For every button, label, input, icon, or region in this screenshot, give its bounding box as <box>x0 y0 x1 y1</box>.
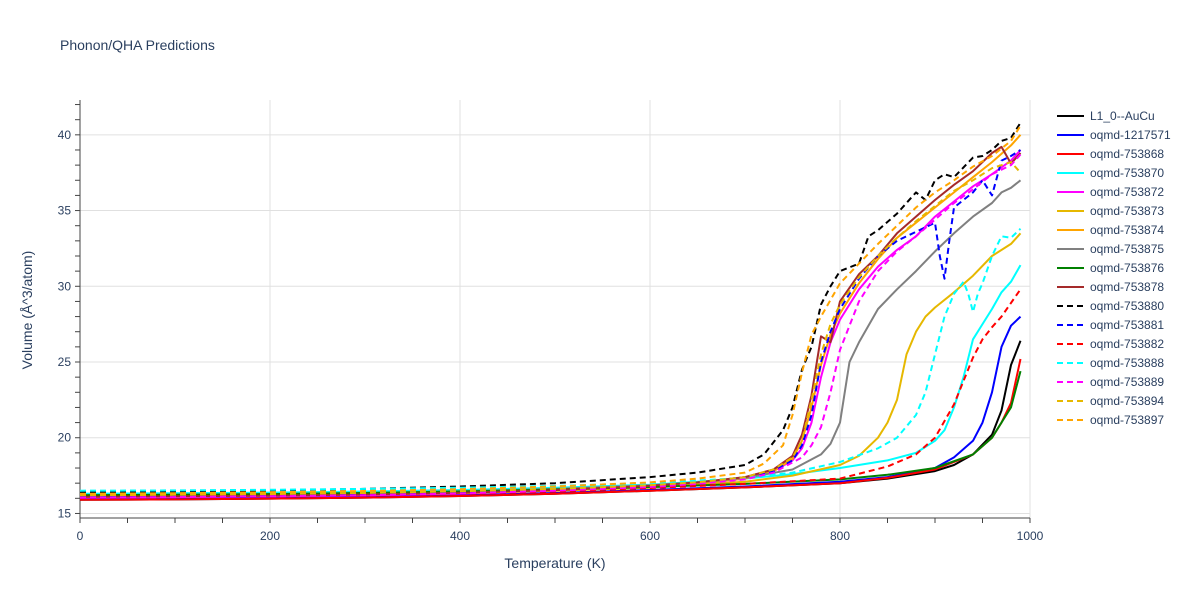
y-tick-label: 20 <box>58 431 72 445</box>
legend-label: oqmd-753880 <box>1090 299 1164 313</box>
legend-label: oqmd-753897 <box>1090 413 1164 427</box>
legend-item-L1_0--AuCu[interactable]: L1_0--AuCu <box>1057 109 1155 123</box>
legend-label: oqmd-753889 <box>1090 375 1164 389</box>
series-line-oqmd-753888 <box>79 227 1022 492</box>
series-line-oqmd-753889 <box>79 153 1022 499</box>
legend-label: oqmd-753868 <box>1090 147 1164 161</box>
legend-item-oqmd-753875[interactable]: oqmd-753875 <box>1057 242 1164 256</box>
legend-item-oqmd-753894[interactable]: oqmd-753894 <box>1057 394 1164 408</box>
x-tick-label: 200 <box>260 529 280 543</box>
x-tick-label: 1000 <box>1017 529 1044 543</box>
legend-item-oqmd-753874[interactable]: oqmd-753874 <box>1057 223 1164 237</box>
x-tick-label: 0 <box>77 529 84 543</box>
series-line-oqmd-753880 <box>79 122 1022 494</box>
series-layer <box>79 122 1022 501</box>
y-axis-title: Volume (Å^3/atom) <box>19 251 35 370</box>
legend-label: oqmd-1217571 <box>1090 128 1171 142</box>
legend-label: oqmd-753894 <box>1090 394 1164 408</box>
legend: L1_0--AuCu oqmd-1217571 oqmd-753868 oqmd-75… <box>1057 109 1171 427</box>
legend-item-oqmd-753872[interactable]: oqmd-753872 <box>1057 185 1164 199</box>
x-tick-label: 600 <box>640 529 660 543</box>
legend-item-oqmd-753870[interactable]: oqmd-753870 <box>1057 166 1164 180</box>
legend-label: oqmd-753875 <box>1090 242 1164 256</box>
legend-label: oqmd-753888 <box>1090 356 1164 370</box>
series-line-oqmd-753894 <box>79 161 1022 497</box>
legend-label: oqmd-753872 <box>1090 185 1164 199</box>
y-tick-label: 40 <box>58 128 72 142</box>
axes-layer: 0 200 400 600 800 1000 15 20 25 30 35 40 <box>58 100 1044 543</box>
legend-item-oqmd-753889[interactable]: oqmd-753889 <box>1057 375 1164 389</box>
legend-label: L1_0--AuCu <box>1090 109 1155 123</box>
legend-item-oqmd-753882[interactable]: oqmd-753882 <box>1057 337 1164 351</box>
legend-label: oqmd-753882 <box>1090 337 1164 351</box>
y-tick-label: 35 <box>58 204 72 218</box>
x-tick-label: 400 <box>450 529 470 543</box>
series-line-oqmd-753897 <box>79 125 1022 495</box>
legend-item-oqmd-753873[interactable]: oqmd-753873 <box>1057 204 1164 218</box>
legend-item-oqmd-753880[interactable]: oqmd-753880 <box>1057 299 1164 313</box>
legend-item-oqmd-753881[interactable]: oqmd-753881 <box>1057 318 1164 332</box>
y-tick-label: 25 <box>58 355 72 369</box>
x-axis-title: Temperature (K) <box>504 555 605 571</box>
legend-label: oqmd-753881 <box>1090 318 1164 332</box>
legend-label: oqmd-753878 <box>1090 280 1164 294</box>
legend-item-oqmd-753876[interactable]: oqmd-753876 <box>1057 261 1164 275</box>
legend-label: oqmd-753876 <box>1090 261 1164 275</box>
legend-item-oqmd-1217571[interactable]: oqmd-1217571 <box>1057 128 1171 142</box>
y-tick-label: 30 <box>58 279 72 293</box>
y-tick-label: 15 <box>58 506 72 520</box>
legend-label: oqmd-753874 <box>1090 223 1164 237</box>
grid-layer <box>80 100 1031 518</box>
legend-label: oqmd-753873 <box>1090 204 1164 218</box>
legend-item-oqmd-753897[interactable]: oqmd-753897 <box>1057 413 1164 427</box>
legend-item-oqmd-753868[interactable]: oqmd-753868 <box>1057 147 1164 161</box>
legend-item-oqmd-753888[interactable]: oqmd-753888 <box>1057 356 1164 370</box>
legend-item-oqmd-753878[interactable]: oqmd-753878 <box>1057 280 1164 294</box>
x-tick-label: 800 <box>830 529 850 543</box>
chart-title: Phonon/QHA Predictions <box>60 37 215 53</box>
legend-label: oqmd-753870 <box>1090 166 1164 180</box>
